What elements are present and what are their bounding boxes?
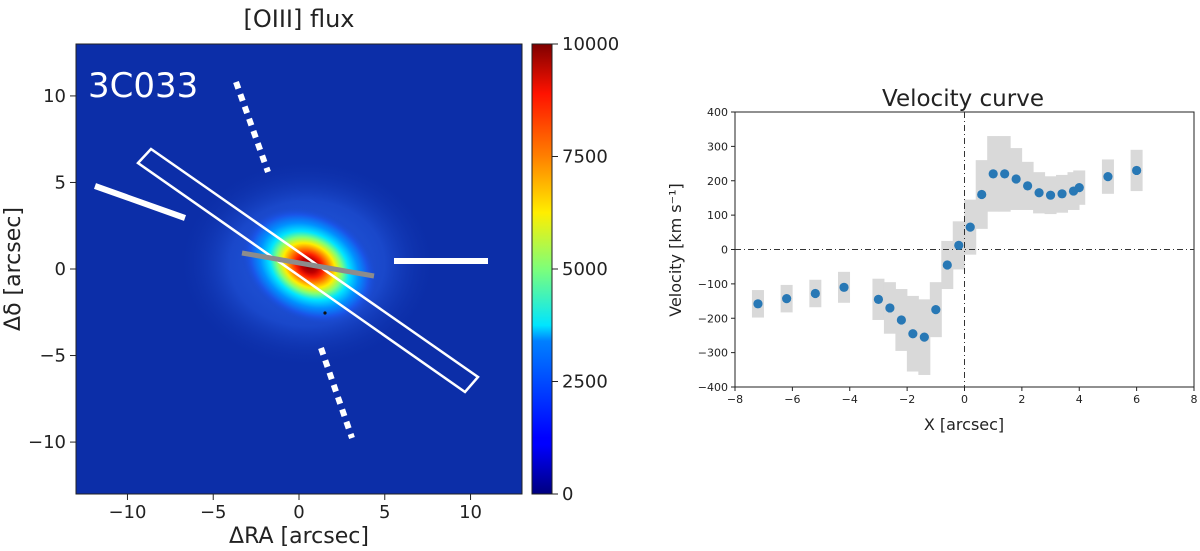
velocity-xtick-label: 6 [1133,393,1140,406]
flux-map-ytick-label: −5 [39,346,66,367]
velocity-point [919,332,929,342]
colorbar-tick-label: 7500 [562,147,608,168]
velocity-xtick-label: −6 [784,393,800,406]
velocity-ylabel: Velocity [km s⁻¹] [666,183,685,316]
velocity-point [1000,169,1010,179]
velocity-xtick-label: 4 [1076,393,1083,406]
velocity-ytick-label: 100 [707,209,728,222]
flux-map-ytick-label: 5 [55,172,66,193]
velocity-ytick-label: −200 [698,312,728,325]
velocity-point [965,222,975,232]
flux-map-ytick-label: 0 [55,259,66,280]
velocity-xtick-label: −2 [899,393,915,406]
velocity-point [885,303,895,313]
flux-map-xtick-label: 10 [459,502,482,523]
velocity-ytick-label: −300 [698,347,728,360]
velocity-ytick-label: −100 [698,278,728,291]
velocity-point [1034,188,1044,198]
velocity-point [988,169,998,179]
colorbar-tick-label: 0 [562,484,573,505]
velocity-point [810,288,820,299]
colorbar-tick-label: 10000 [562,34,619,55]
velocity-title: Velocity curve [882,86,1044,112]
velocity-point [1045,190,1056,200]
gray-axis-line [241,250,375,279]
solid-line-left [93,183,187,221]
flux-map-xtick-label: 0 [293,502,304,523]
flux-map-ytick-label: 10 [43,86,66,107]
flux-map-xlabel: ΔRA [arcsec] [229,524,369,549]
velocity-ytick-label: −400 [698,381,728,394]
velocity-point [839,282,849,292]
flux-map-ylabel: Δδ [arcsec] [1,207,26,331]
velocity-point [908,329,918,339]
velocity-point [782,294,792,304]
velocity-ticks: −8 −6 −4 −2 0 2 4 6 8 400 300 200 100 0 −100 −200 −300 −4… [698,106,1198,406]
flux-map-xtick-label: −10 [108,502,146,523]
slit-rectangle [136,147,480,394]
velocity-point [1011,174,1021,184]
colorbar: 10000 7500 5000 2500 0 [531,34,619,505]
velocity-point [873,294,884,304]
velocity-point [954,240,964,250]
velocity-ytick-label: 300 [707,140,728,153]
velocity-point [896,315,906,325]
small-dot [323,311,327,315]
flux-map-title: [OIII] flux [243,5,354,33]
velocity-point [753,299,763,309]
velocity-plot-area [735,112,1194,387]
colorbar-gradient [531,43,553,495]
flux-map-xtick-label: 5 [379,502,390,523]
velocity-xtick-label: −4 [842,393,858,406]
flux-map-ticks: −10 −5 0 5 10 10 5 0 −5 −10 [28,86,482,523]
velocity-point [1103,172,1113,182]
velocity-ytick-label: 0 [721,244,728,257]
velocity-point [1023,181,1033,191]
object-name-label: 3C033 [88,66,198,106]
flux-map-panel: [OIII] flux 3C033 −10 −5 0 5 10 10 5 0 −5 −10 ΔRA… [1,5,523,549]
velocity-point [931,305,941,315]
dotted-line-bottom [318,347,355,439]
velocity-panel: Velocity curve −8 −6 −4 −2 0 2 4 6 8 400 300 200 100… [666,86,1198,434]
velocity-xtick-label: −8 [727,393,743,406]
velocity-ytick-label: 200 [707,175,728,188]
velocity-xtick-label: 2 [1018,393,1025,406]
colorbar-tick-label: 2500 [562,372,608,393]
velocity-xlabel: X [arcsec] [924,415,1004,434]
velocity-point [977,189,987,200]
velocity-xtick-label: 8 [1191,393,1198,406]
dotted-line-top [233,80,271,174]
flux-map-ytick-label: −10 [28,432,66,453]
colorbar-ticks: 10000 7500 5000 2500 0 [552,34,619,505]
flux-map-xtick-label: −5 [200,502,227,523]
velocity-xtick-label: 0 [961,393,968,406]
velocity-point [1132,165,1142,176]
velocity-point [942,260,952,270]
velocity-point [1074,183,1084,193]
velocity-point [1057,189,1067,199]
colorbar-tick-label: 5000 [562,259,608,280]
velocity-ytick-label: 400 [707,106,728,119]
